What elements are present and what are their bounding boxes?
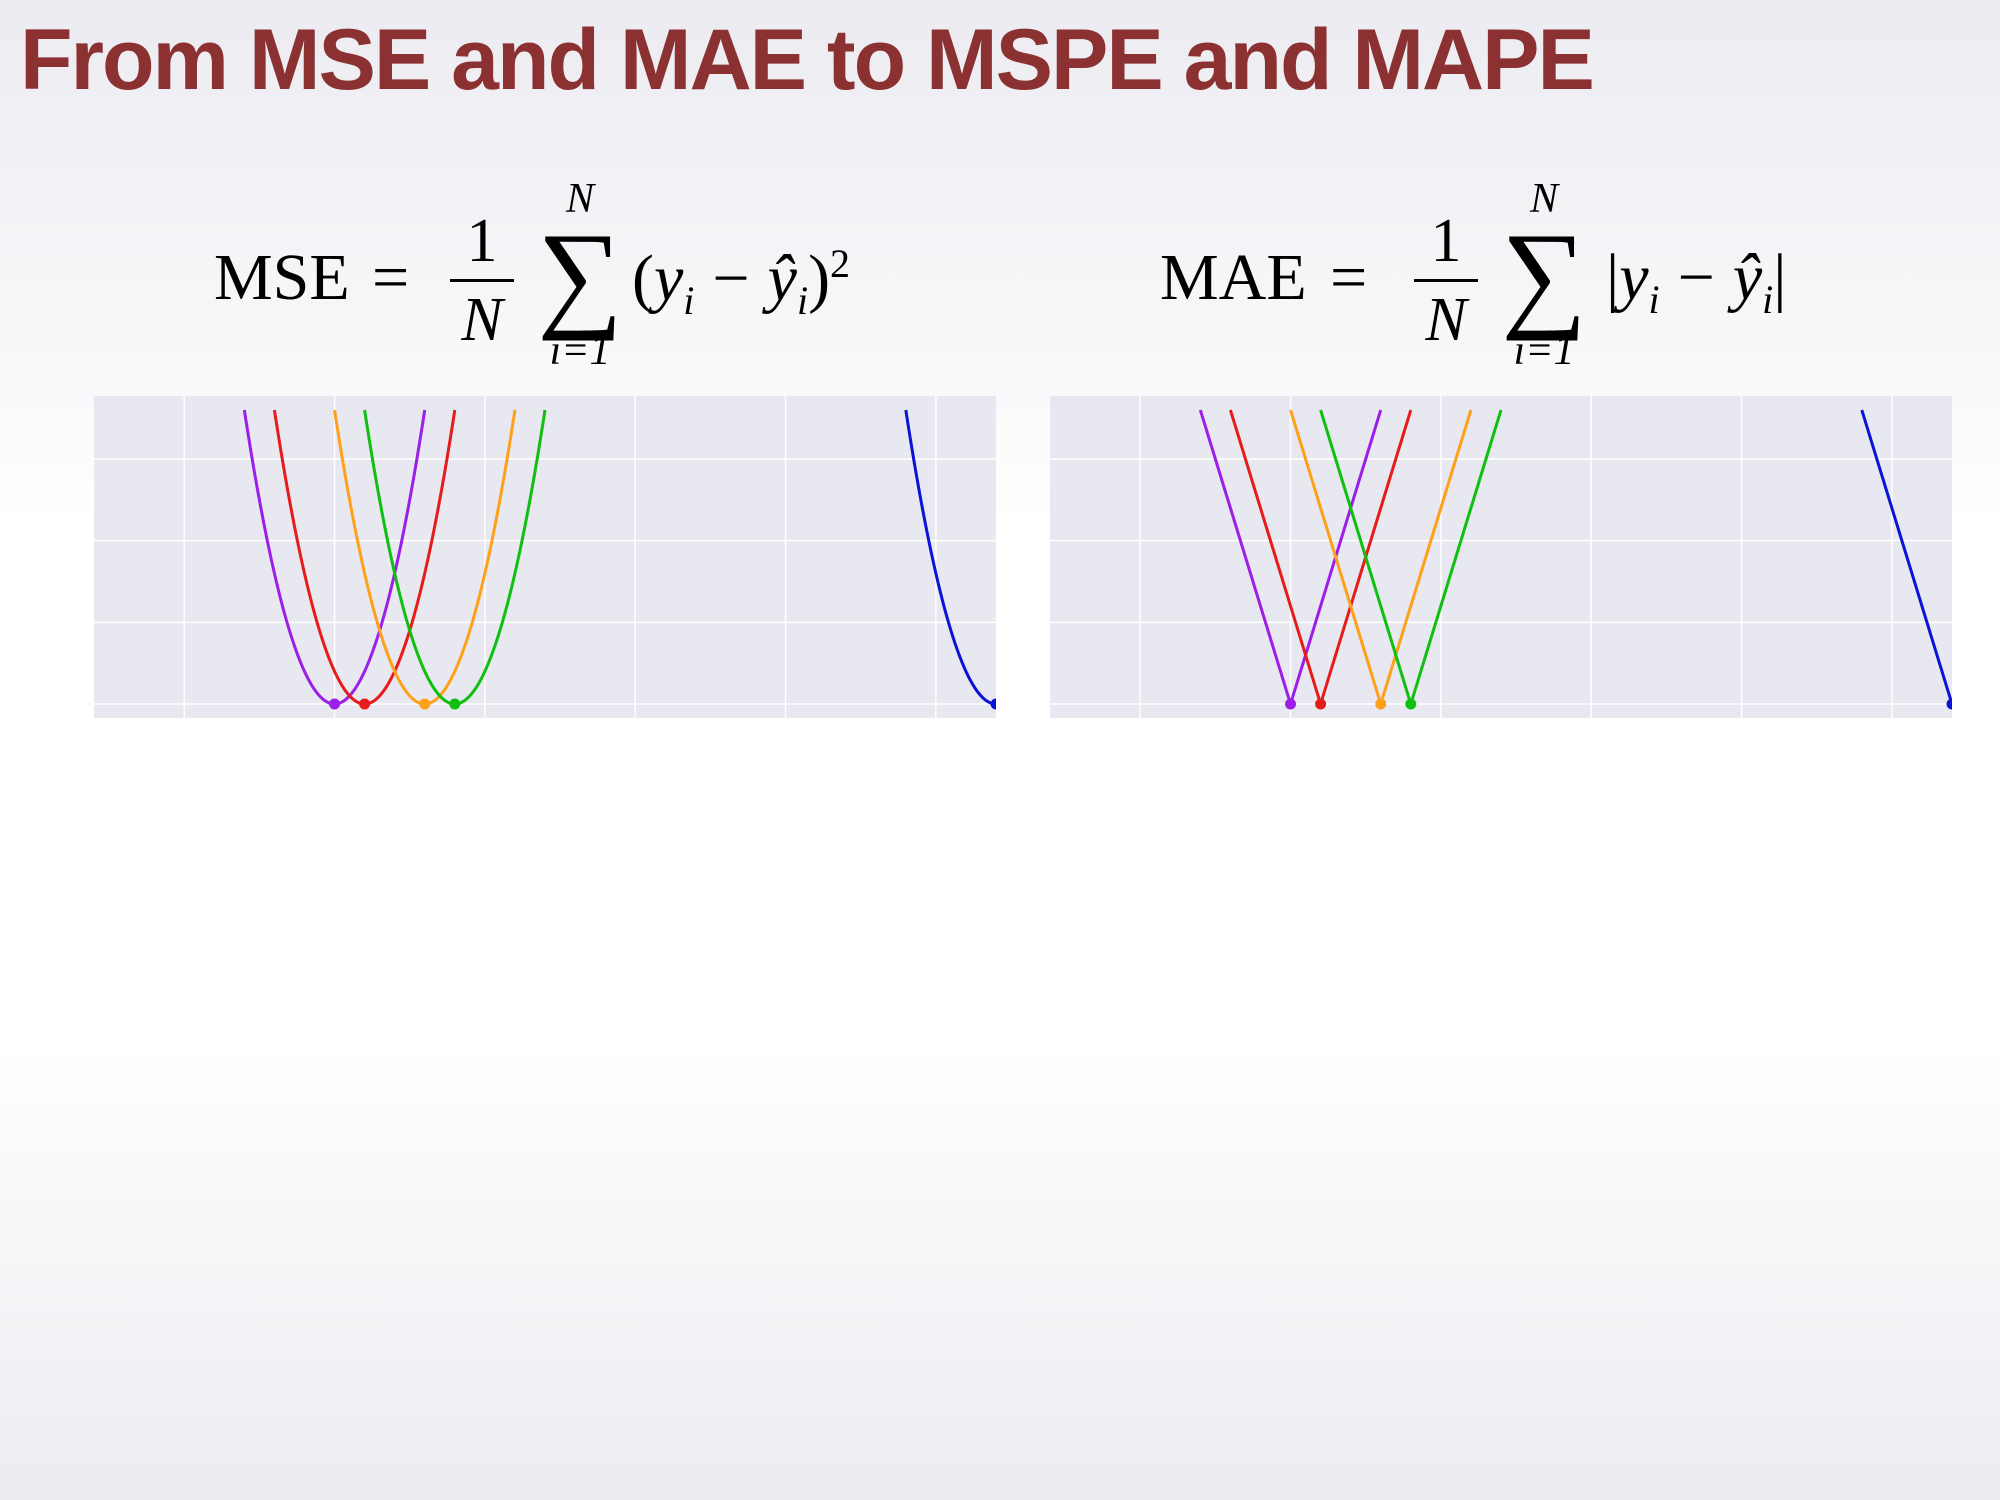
mse-y-subscript: i	[683, 278, 695, 324]
mse-formula-body: (yi − ŷi)2	[632, 240, 850, 324]
mae-chart-series-group	[1198, 409, 1952, 710]
mse-formula-fraction: 1 N	[450, 205, 514, 356]
mse-chart-series-4-minimum-point	[990, 698, 996, 710]
mse-fraction-numerator: 1	[466, 207, 498, 275]
mae-y-subscript: i	[1648, 277, 1660, 323]
mse-formula-summation: N ∑ i=1	[530, 175, 630, 375]
mae-loss-chart	[1050, 396, 1952, 718]
mae-close-bar: |	[1773, 241, 1787, 314]
mse-yhat: ŷ	[767, 242, 797, 315]
mae-yhat: ŷ	[1732, 241, 1763, 314]
mse-open-paren: (	[632, 242, 654, 315]
mse-chart-series-2-minimum-point	[419, 698, 431, 710]
mse-chart-plot-background	[94, 396, 996, 718]
mae-formula-fraction: 1 N	[1414, 205, 1478, 356]
mae-open-bar: |	[1606, 241, 1620, 314]
mse-chart-series-1-minimum-point	[359, 698, 371, 710]
mae-chart-plot-background	[1050, 396, 1952, 718]
mse-chart-series-3-minimum-point	[449, 698, 461, 710]
mae-fraction-denominator: N	[1425, 286, 1467, 354]
mse-chart-series-0-minimum-point	[329, 698, 341, 710]
mae-fraction-bar	[1414, 279, 1478, 282]
mae-chart-series-4-minimum-point	[1946, 698, 1952, 710]
mse-chart-series-group	[242, 409, 996, 710]
mae-minus: −	[1677, 241, 1715, 314]
mae-y: y	[1619, 241, 1649, 314]
mse-sum-sigma: ∑	[537, 208, 623, 341]
slide-title: From MSE and MAE to MSPE and MAPE	[20, 12, 1595, 108]
mae-sum-upper-limit: N	[1529, 176, 1558, 222]
mse-loss-chart	[94, 396, 996, 718]
mse-fraction-bar	[450, 279, 514, 282]
mse-exponent: 2	[830, 241, 851, 286]
mse-y: y	[653, 242, 684, 315]
mae-sum-lower-limit: i=1	[1513, 328, 1575, 374]
mae-yhat-subscript: i	[1762, 277, 1774, 323]
mse-chart-svg	[94, 396, 996, 718]
mse-fraction-denominator: N	[461, 286, 503, 354]
mae-chart-series-1-minimum-point	[1315, 698, 1327, 710]
mse-chart-series-4-curve	[904, 409, 996, 706]
mae-formula: MAE = 1 N N ∑ i=1 |yi − ŷi|	[1160, 175, 1920, 395]
mse-minus: −	[712, 242, 750, 315]
mse-sum-upper-limit: N	[565, 176, 594, 222]
mse-close-paren: )	[808, 242, 831, 315]
mae-chart-svg	[1050, 396, 1952, 718]
mae-formula-equals: =	[1330, 241, 1368, 314]
mae-formula-lhs: MAE	[1160, 241, 1307, 314]
mse-sum-lower-limit: i=1	[549, 328, 611, 374]
mse-formula: MSE = 1 N N ∑ i=1 (yi − ŷi)2	[200, 175, 960, 395]
mae-sum-sigma: ∑	[1501, 208, 1587, 341]
mse-yhat-subscript: i	[796, 278, 809, 324]
mae-chart-series-3-minimum-point	[1405, 698, 1417, 710]
mse-formula-equals: =	[372, 241, 410, 314]
mae-chart-series-4-curve	[1860, 409, 1952, 710]
mae-formula-body: |yi − ŷi|	[1606, 240, 1787, 323]
mae-chart-series-2-minimum-point	[1375, 698, 1387, 710]
mae-fraction-numerator: 1	[1430, 207, 1462, 275]
mse-formula-lhs: MSE	[214, 241, 350, 314]
mae-chart-series-0-minimum-point	[1285, 698, 1297, 710]
mae-formula-summation: N ∑ i=1	[1494, 175, 1594, 375]
